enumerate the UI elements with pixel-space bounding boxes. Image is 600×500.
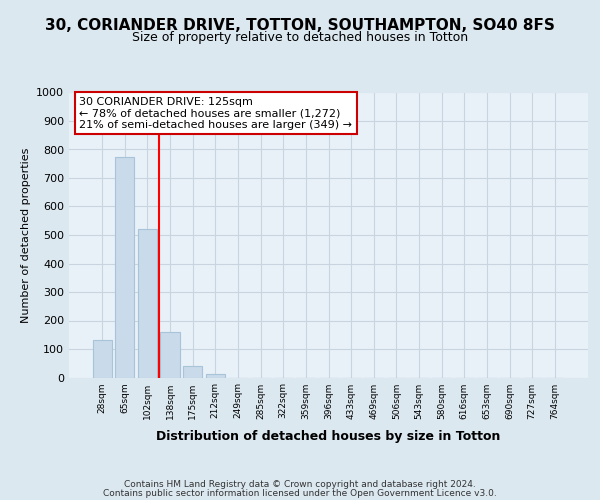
Text: Contains public sector information licensed under the Open Government Licence v3: Contains public sector information licen… bbox=[103, 490, 497, 498]
Bar bbox=[92, 340, 112, 378]
X-axis label: Distribution of detached houses by size in Totton: Distribution of detached houses by size … bbox=[157, 430, 500, 443]
Text: 30, CORIANDER DRIVE, TOTTON, SOUTHAMPTON, SO40 8FS: 30, CORIANDER DRIVE, TOTTON, SOUTHAMPTON… bbox=[45, 18, 555, 32]
Text: Contains HM Land Registry data © Crown copyright and database right 2024.: Contains HM Land Registry data © Crown c… bbox=[124, 480, 476, 489]
Bar bbox=[183, 366, 202, 378]
Text: Size of property relative to detached houses in Totton: Size of property relative to detached ho… bbox=[132, 31, 468, 44]
Y-axis label: Number of detached properties: Number of detached properties bbox=[20, 148, 31, 322]
Bar bbox=[138, 230, 157, 378]
Text: 30 CORIANDER DRIVE: 125sqm
← 78% of detached houses are smaller (1,272)
21% of s: 30 CORIANDER DRIVE: 125sqm ← 78% of deta… bbox=[79, 97, 352, 130]
Bar bbox=[115, 156, 134, 378]
Bar bbox=[160, 332, 180, 378]
Bar bbox=[206, 374, 225, 378]
